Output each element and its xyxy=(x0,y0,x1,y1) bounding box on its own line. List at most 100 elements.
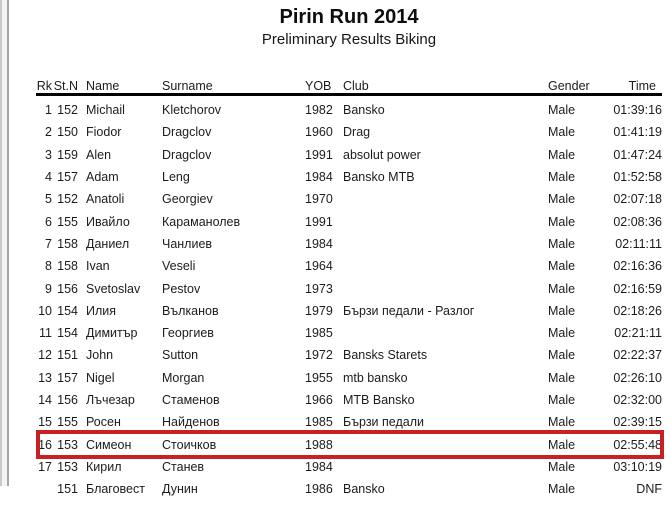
cell-yob: 1986 xyxy=(305,482,333,497)
cell-name: Alen xyxy=(86,147,112,162)
cell-stn: 154 xyxy=(57,326,78,341)
cell-name: Росен xyxy=(86,415,121,430)
cell-time: DNF xyxy=(636,482,662,497)
cell-stn: 155 xyxy=(57,214,78,229)
cell-stn: 153 xyxy=(57,459,78,474)
table-row: 1 152 Michail Kletchorov 1982 Bansko Male 01:39… xyxy=(36,95,662,122)
cell-yob: 1979 xyxy=(305,303,333,318)
cell-stn: 153 xyxy=(57,437,78,452)
table-row: 13 157 Nigel Morgan 1955 mtb bansko Male 02:26:… xyxy=(36,367,662,389)
column-header-club: Club xyxy=(343,72,548,96)
cell-gender: Male xyxy=(548,459,576,474)
table-row: 2 150 Fiodor Dragclov 1960 Drag Male 01:41:19 xyxy=(36,121,662,143)
cell-time: 02:18:26 xyxy=(613,303,662,318)
cell-surname: Morgan xyxy=(162,370,205,385)
cell-yob: 1985 xyxy=(305,326,333,341)
cell-stn: 152 xyxy=(57,192,78,207)
cell-time: 02:55:48 xyxy=(613,437,662,452)
cell-surname: Pestov xyxy=(162,281,201,296)
cell-club: Бързи педали - Разлог xyxy=(343,303,475,318)
cell-yob: 1985 xyxy=(305,415,333,430)
cell-yob: 1991 xyxy=(305,147,333,162)
cell-yob: 1988 xyxy=(305,437,333,452)
cell-time: 01:52:58 xyxy=(613,170,662,185)
cell-name: Ивайло xyxy=(86,214,130,229)
cell-stn: 155 xyxy=(57,415,78,430)
cell-rk: 2 xyxy=(45,125,52,140)
table-header-row: Rk St.N Name Surname YOB Club Gender Tim… xyxy=(36,72,662,96)
cell-rk: 17 xyxy=(38,459,52,474)
cell-surname: Sutton xyxy=(162,348,199,363)
table-row: 9 156 Svetoslav Pestov 1973 Male 02:16:59 xyxy=(36,277,662,299)
cell-time: 02:32:00 xyxy=(613,393,662,407)
cell-yob: 1955 xyxy=(305,370,333,385)
cell-surname: Стоичков xyxy=(162,437,217,452)
cell-club: MTB Bansko xyxy=(343,393,415,407)
cell-gender: Male xyxy=(548,348,576,363)
cell-name: Michail xyxy=(86,103,125,118)
cell-gender: Male xyxy=(548,214,576,229)
column-header-rank: Rk xyxy=(36,72,52,96)
cell-name: Илия xyxy=(86,303,117,318)
cell-rk xyxy=(36,478,52,500)
cell-rk: 12 xyxy=(38,348,52,363)
page-title: Pirin Run 2014 xyxy=(279,6,419,28)
cell-surname: Veseli xyxy=(162,259,196,274)
cell-name: Симеон xyxy=(86,437,132,452)
cell-club xyxy=(343,233,548,255)
cell-rk: 13 xyxy=(38,370,52,385)
cell-rk: 15 xyxy=(38,415,52,430)
cell-gender: Male xyxy=(548,259,576,274)
table-row: 5 152 Anatoli Georgiev 1970 Male 02:07:18 xyxy=(36,188,662,210)
column-header-time: Time xyxy=(602,72,662,96)
cell-name: Svetoslav xyxy=(86,281,141,296)
cell-name: Даниел xyxy=(86,236,130,251)
column-header-yob: YOB xyxy=(305,72,343,96)
cell-gender: Male xyxy=(548,303,576,318)
cell-time: 01:39:16 xyxy=(613,103,662,118)
cell-name: Димитър xyxy=(86,326,138,341)
cell-stn: 158 xyxy=(57,259,78,274)
page-subtitle: Preliminary Results Biking xyxy=(261,31,437,48)
cell-name: Лъчезар xyxy=(86,393,135,407)
cell-club xyxy=(343,433,548,455)
cell-club: Bansko MTB xyxy=(343,170,415,185)
document-header: Pirin Run 2014 Preliminary Results Bikin… xyxy=(36,4,662,50)
cell-club xyxy=(343,188,548,210)
cell-stn: 152 xyxy=(57,103,78,118)
cell-time: 02:22:37 xyxy=(613,348,662,363)
cell-rk: 9 xyxy=(45,281,52,296)
column-header-gender: Gender xyxy=(548,72,602,96)
cell-gender: Male xyxy=(548,192,576,207)
cell-club xyxy=(343,322,548,344)
cell-surname: Dragclov xyxy=(162,125,212,140)
cell-rk: 4 xyxy=(45,170,52,185)
cell-stn: 158 xyxy=(57,236,78,251)
column-header-startnum: St.N xyxy=(52,72,78,96)
cell-yob: 1984 xyxy=(305,459,333,474)
cell-stn: 150 xyxy=(57,125,78,140)
cell-club xyxy=(343,456,548,478)
cell-yob: 1984 xyxy=(305,236,333,251)
cell-name: Anatoli xyxy=(86,192,125,207)
cell-yob: 1991 xyxy=(305,214,333,229)
cell-gender: Male xyxy=(548,170,576,185)
cell-rk: 1 xyxy=(45,103,52,118)
table-row: 8 158 Ivan Veseli 1964 Male 02:16:36 xyxy=(36,255,662,277)
cell-club: Drag xyxy=(343,125,371,140)
cell-club xyxy=(343,277,548,299)
cell-gender: Male xyxy=(548,147,576,162)
cell-time: 02:39:15 xyxy=(613,415,662,430)
cell-time: 02:16:59 xyxy=(613,281,662,296)
table-row: 11 154 Димитър Георгиев 1985 Male 02:21:11 xyxy=(36,322,662,344)
cell-time: 02:26:10 xyxy=(613,370,662,385)
cell-time: 03:10:19 xyxy=(613,459,662,474)
cell-yob: 1982 xyxy=(305,103,333,118)
cell-time: 02:07:18 xyxy=(613,192,662,207)
cell-club: Бързи педали xyxy=(343,415,424,430)
cell-club: Bansko xyxy=(343,103,385,118)
scan-edge-artifact xyxy=(0,0,10,486)
cell-rk: 14 xyxy=(38,393,52,407)
results-table-wrap: Rk St.N Name Surname YOB Club Gender Tim… xyxy=(36,72,664,500)
cell-surname: Leng xyxy=(162,170,190,185)
